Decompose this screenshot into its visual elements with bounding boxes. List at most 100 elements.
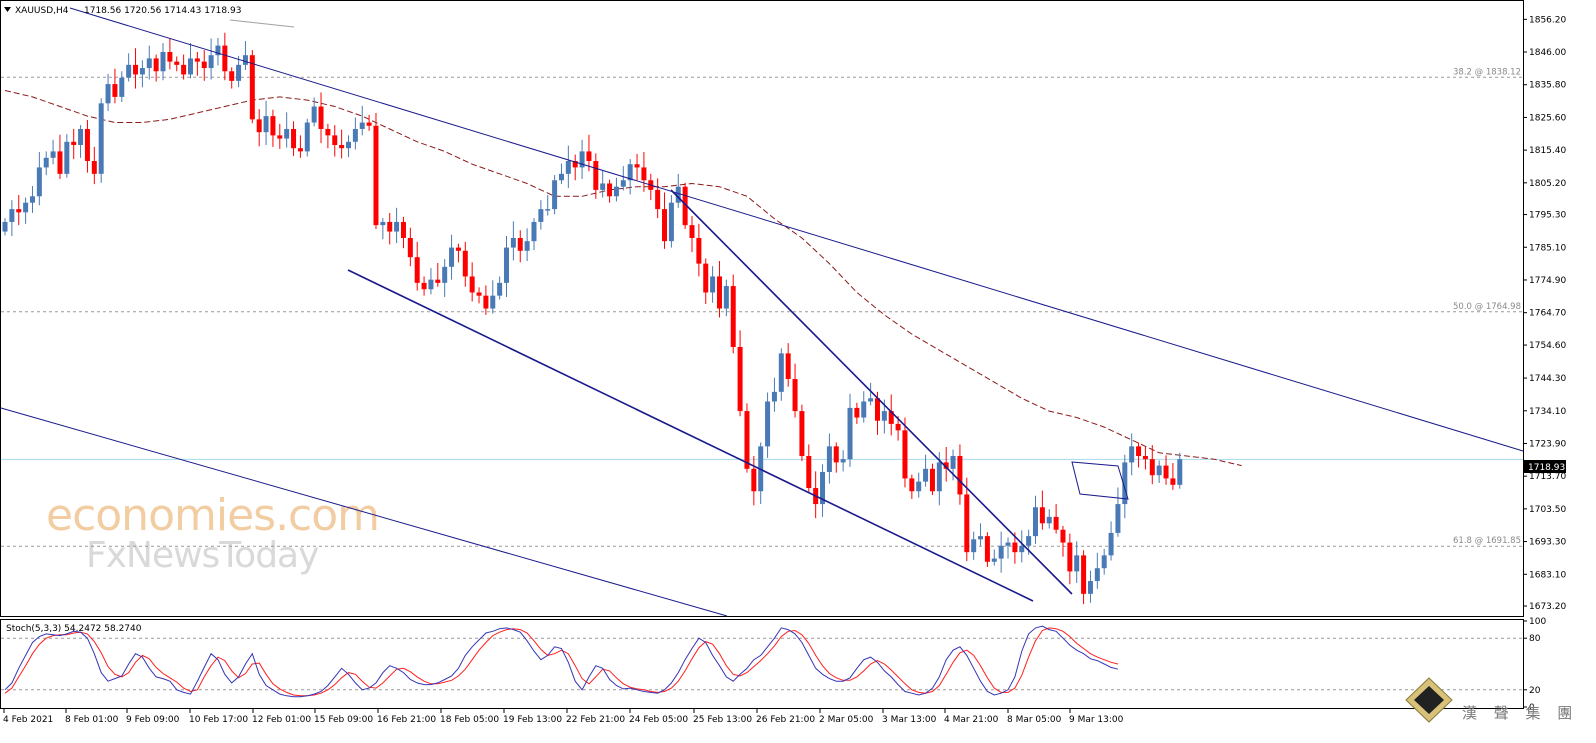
candle-body [957,455,963,495]
candle-body [167,52,173,62]
candle-body [435,279,441,283]
time-tick-label: 24 Feb 05:00 [629,715,688,725]
price-tick-label: 1774.90 [1529,276,1566,286]
candle-body [840,459,846,463]
trendlines[interactable] [0,7,1524,617]
candle-body [208,55,214,69]
time-axis: 4 Feb 2021 8 Feb 01:00 9 Feb 09:00 10 Feb 1… [3,709,1124,725]
candle-body [909,478,915,492]
candle-body [2,221,8,232]
candle-body [263,116,269,133]
price-tick-label: 1723.90 [1529,439,1566,449]
stoch-label: Stoch(5,3,3) 54.2472 58.2740 [6,624,142,634]
time-tick-label: 26 Feb 21:00 [756,715,815,725]
wedge-resistance-line[interactable] [670,189,1073,595]
brand-logo: 漢 聲 集 團 [1405,677,1578,723]
candle-body [902,430,908,479]
candle-body [187,58,193,75]
candle-body [449,247,455,267]
candle-body [112,84,118,97]
chevron-down-icon[interactable] [4,7,11,12]
candle-body [593,161,599,190]
time-tick-label: 4 Mar 21:00 [944,715,999,725]
candle-body [78,128,84,145]
diamond-logo-inner [1414,686,1444,714]
time-tick-label: 15 Feb 09:00 [314,715,373,725]
time-tick-label: 19 Feb 13:00 [503,715,562,725]
candle-body [531,221,537,242]
candle-body [668,202,674,242]
candle-body [400,221,406,238]
candle-body [352,128,358,142]
candle-body [655,189,661,210]
candle-body [806,455,812,489]
price-tick-label: 1744.30 [1529,374,1566,384]
candle-body [359,122,365,129]
upper-channel-line[interactable] [69,7,1524,452]
candle-body [558,173,564,181]
lower-channel-line[interactable] [0,407,728,617]
candle-body [236,64,242,81]
stoch-tick-label: 20 [1529,686,1541,696]
candle-body [929,468,935,492]
candle-body [916,481,922,492]
candle-body [579,151,585,168]
candle-body [703,263,709,293]
consolidation-flag[interactable] [1071,461,1129,500]
candle-body [297,148,303,152]
candle-body [29,196,35,203]
price-tick-label: 1825.60 [1529,113,1566,123]
candle-body [366,122,372,126]
candle-body [1129,446,1135,463]
candle-body [675,186,681,203]
stoch-panel-frame [0,619,1524,709]
wedge-support-line[interactable] [347,269,1034,602]
candle-body [146,58,152,69]
candle-body [854,407,860,418]
candle-body [215,45,221,56]
candle-body [98,103,104,174]
price-tick-label: 1703.50 [1529,505,1566,515]
candle-body [105,84,111,104]
fib-label-2: 61.8 @ 1691.85 [1453,536,1521,546]
price-tick-label: 1835.80 [1529,81,1566,91]
candle-body [442,266,448,283]
candle-body [689,225,695,238]
brand-name: 漢 聲 集 團 [1462,704,1578,722]
time-tick-label: 12 Feb 01:00 [252,715,311,725]
candle-body [978,536,984,540]
candle-body [57,151,63,174]
price-tick-label: 1846.00 [1529,48,1566,58]
candle-body [160,52,166,72]
candle-body [497,282,503,296]
candle-body [222,45,228,72]
symbol-label: XAUUSD,H4 [15,6,69,16]
candle-body [545,209,551,211]
candle-body [16,209,22,213]
candle-body [1067,542,1073,572]
candle-body [799,411,805,456]
candle-body [1142,455,1148,460]
candle-body [311,106,317,123]
candle-body [1026,536,1032,546]
candle-body [751,468,757,492]
candle-body [1074,555,1080,572]
candle-body [710,276,716,293]
price-tick-label: 1764.70 [1529,309,1566,319]
grey-annotation-line[interactable] [229,19,295,28]
candle-body [256,119,262,133]
candle-body [325,128,331,136]
time-tick-label: 2 Mar 05:00 [819,715,874,725]
candle-body [407,237,413,258]
candle-body [1101,555,1107,569]
candle-body [634,164,640,168]
time-tick-label: 3 Mar 13:00 [882,715,937,725]
candle-body [304,122,310,152]
candle-body [346,141,351,149]
candle-body [1149,459,1155,476]
watermark-economies: economies.com [46,490,379,541]
candle-body [936,462,942,492]
candle-body [318,106,324,129]
candle-body [462,250,468,277]
